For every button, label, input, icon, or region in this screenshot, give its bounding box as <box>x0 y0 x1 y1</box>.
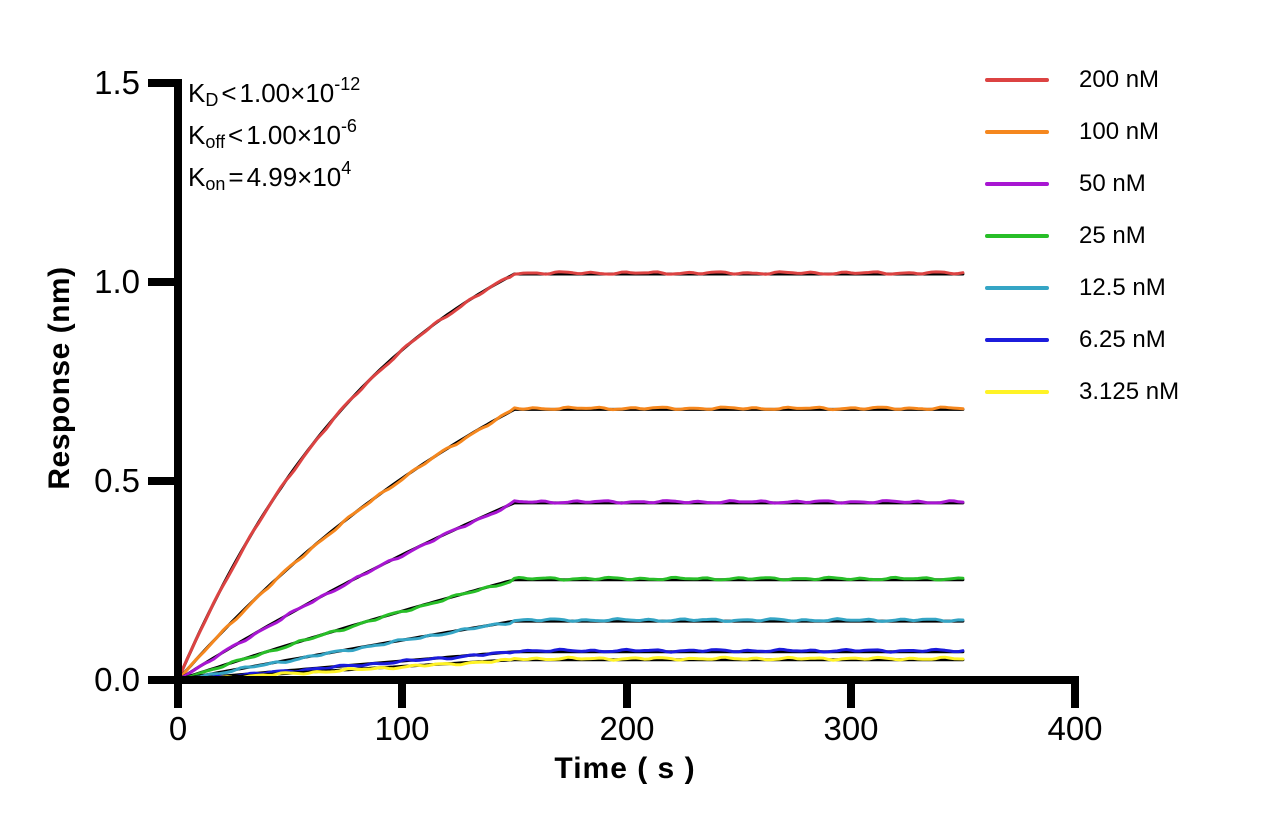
fit-line-50-nM <box>176 501 965 682</box>
koff-exponent: -6 <box>340 115 357 136</box>
koff-relation: < <box>228 119 244 150</box>
kon-relation: = <box>228 161 244 192</box>
legend-label: 25 nM <box>1079 222 1146 249</box>
x-tick-300 <box>847 684 855 708</box>
x-tick-0 <box>174 684 182 708</box>
x-tick-400 <box>1071 684 1079 708</box>
legend-swatch-icon <box>985 234 1049 238</box>
kd-value: 1.00×10 <box>239 77 335 108</box>
legend-item-6.25nM: 6.25 nM <box>985 314 1179 366</box>
kd-exponent: -12 <box>334 73 361 94</box>
kd-symbol: K <box>188 77 206 108</box>
kd-line: K D <1.00×10 -12 <box>188 72 360 114</box>
legend-item-12.5nM: 12.5 nM <box>985 262 1179 314</box>
y-tick-0.5 <box>148 477 174 485</box>
x-tick-200 <box>623 684 631 708</box>
y-axis-title: Response (nm) <box>43 266 76 490</box>
curve-200-nM <box>176 270 965 682</box>
legend-swatch-icon <box>985 390 1049 394</box>
curve-25-nM <box>176 575 965 682</box>
legend-swatch-icon <box>985 338 1049 342</box>
curve-100-nM <box>176 405 965 682</box>
y-tick-1.5 <box>148 79 174 87</box>
x-tick-label: 100 <box>374 710 430 747</box>
legend-item-3.125nM: 3.125 nM <box>985 366 1179 418</box>
legend-swatch-icon <box>985 182 1049 186</box>
legend-item-100nM: 100 nM <box>985 106 1179 158</box>
legend-swatch-icon <box>985 78 1049 82</box>
koff-symbol: K <box>188 119 206 150</box>
fit-line-100-nM <box>176 407 965 682</box>
legend-label: 3.125 nM <box>1079 378 1180 405</box>
y-tick-1.0 <box>148 278 174 286</box>
curve-12.5-nM <box>176 617 965 682</box>
kd-relation: < <box>221 77 237 108</box>
legend-label: 12.5 nM <box>1079 274 1166 301</box>
y-axis-spine <box>174 79 182 684</box>
y-tick-0.0 <box>148 676 174 684</box>
legend-label: 200 nM <box>1079 66 1160 93</box>
fit-line-25-nM <box>176 578 965 682</box>
legend-swatch-icon <box>985 286 1049 290</box>
x-tick-label: 200 <box>599 710 655 747</box>
legend-label: 6.25 nM <box>1079 326 1166 353</box>
y-tick-label: 1.0 <box>94 263 140 300</box>
legend-swatch-icon <box>985 130 1049 134</box>
kon-value: 4.99×10 <box>246 161 342 192</box>
kd-subscript: D <box>205 89 219 110</box>
curve-50-nM <box>176 499 965 682</box>
legend-item-200nM: 200 nM <box>985 54 1179 106</box>
legend-item-50nM: 50 nM <box>985 158 1179 210</box>
x-tick-label: 300 <box>823 710 879 747</box>
legend-label: 100 nM <box>1079 118 1160 145</box>
y-tick-label: 0.0 <box>94 661 140 698</box>
x-axis-spine <box>174 676 1079 684</box>
legend-item-25nM: 25 nM <box>985 210 1179 262</box>
koff-subscript: off <box>205 131 226 152</box>
x-axis-title: Time ( s ) <box>554 752 696 785</box>
kon-symbol: K <box>188 161 206 192</box>
legend-label: 50 nM <box>1079 170 1146 197</box>
curve-6.25-nM <box>176 647 965 682</box>
x-tick-label: 400 <box>1047 710 1103 747</box>
koff-value: 1.00×10 <box>246 119 341 150</box>
x-tick-100 <box>398 684 406 708</box>
kon-subscript: on <box>205 173 226 194</box>
kon-exponent: 4 <box>341 157 352 178</box>
curve-3.125-nM <box>176 655 965 682</box>
y-tick-label: 1.5 <box>94 64 140 101</box>
x-tick-label: 0 <box>168 710 188 747</box>
y-tick-label: 0.5 <box>94 462 140 499</box>
legend: 200 nM 100 nM 50 nM 25 nM 12.5 nM 6.25 n… <box>985 54 1179 418</box>
